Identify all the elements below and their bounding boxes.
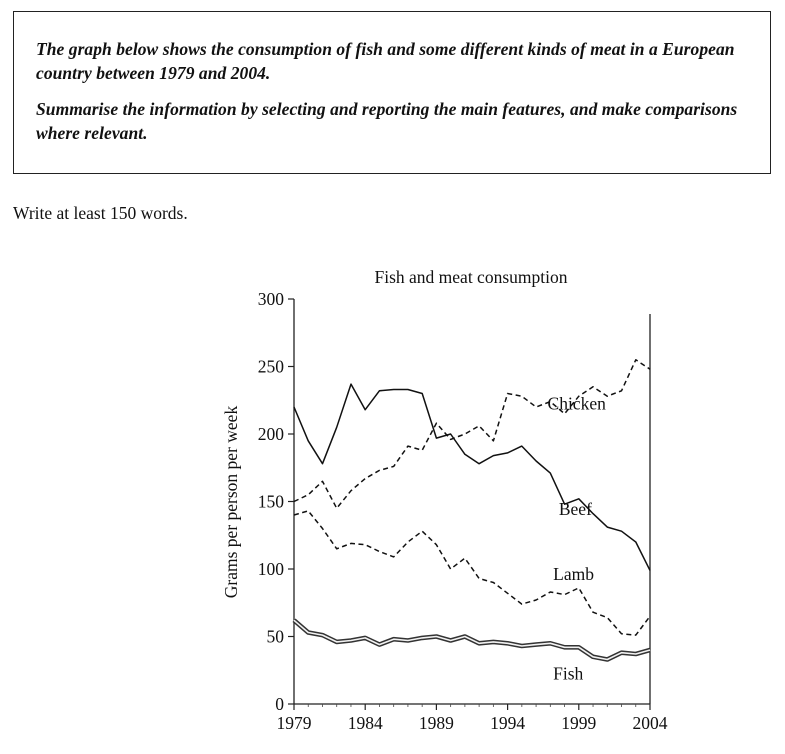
task-paragraph-2: Summarise the information by selecting a… (36, 99, 738, 143)
series-line-chicken (293, 359, 651, 510)
y-tick-label: 50 (267, 627, 285, 647)
series-label-beef: Beef (559, 499, 592, 519)
task-paragraph-1: The graph below shows the consumption of… (36, 39, 735, 83)
x-tick-label: 1994 (490, 713, 525, 733)
y-tick-label: 100 (258, 559, 285, 579)
word-count-instruction: Write at least 150 words. (13, 203, 188, 223)
series-label-chicken: Chicken (548, 394, 607, 414)
y-tick-label: 0 (275, 694, 284, 714)
x-tick-label: 1979 (277, 713, 312, 733)
chart-title: Fish and meat consumption (375, 267, 568, 287)
series-line-lamb (293, 510, 651, 636)
x-tick-label: 1984 (348, 713, 383, 733)
y-tick-label: 200 (258, 424, 285, 444)
chart-series-labels: Chicken Beef Lamb Fish (548, 394, 607, 684)
y-axis-label: Grams per person per week (221, 406, 241, 599)
chart-lines (292, 359, 651, 662)
x-tick-label: 1999 (561, 713, 596, 733)
y-tick-label: 150 (258, 492, 285, 512)
x-tick-label: 2004 (633, 713, 668, 733)
x-tick-label: 1989 (419, 713, 454, 733)
chart-axes: 0 50 100 150 200 250 300 1979 1984 1989 1994 1999 20… (258, 289, 668, 733)
series-label-lamb: Lamb (553, 564, 594, 584)
task-prompt-box: The graph below shows the consumption of… (13, 11, 771, 174)
series-line-fish-inner (293, 619, 651, 661)
series-line-beef (293, 383, 651, 571)
y-tick-label: 250 (258, 357, 285, 377)
y-tick-label: 300 (258, 289, 285, 309)
series-label-fish: Fish (553, 664, 583, 684)
